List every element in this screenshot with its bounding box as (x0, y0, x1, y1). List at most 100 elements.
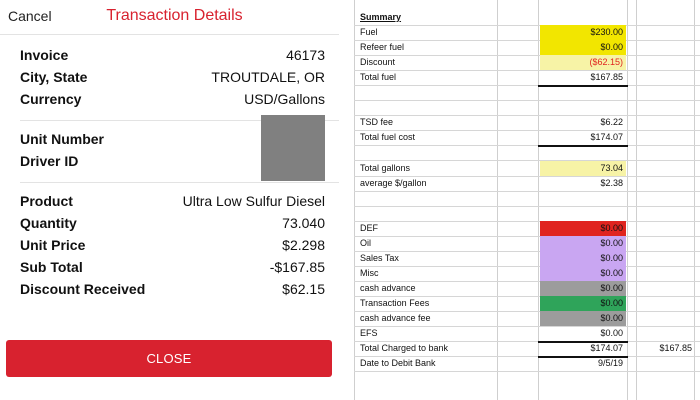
grid-line (354, 0, 355, 400)
invoice-label: Invoice (20, 47, 69, 63)
sub-total-label: Sub Total (20, 259, 83, 275)
grid-line (694, 0, 695, 400)
sheet-label: Total Charged to bank (360, 343, 449, 353)
sheet-label: average $/gallon (360, 178, 427, 188)
row-line (354, 145, 700, 146)
driver-id-label: Driver ID (20, 153, 79, 169)
row-line (354, 281, 700, 282)
close-button[interactable]: CLOSE (6, 340, 332, 377)
currency-label: Currency (20, 91, 82, 107)
quantity-label: Quantity (20, 215, 77, 231)
sheet-label: cash advance fee (360, 313, 431, 323)
unit-price-row: Unit Price $2.298 (0, 237, 339, 257)
invoice-value: 46173 (286, 47, 325, 63)
total-underline (538, 356, 628, 358)
sheet-value: $174.07 (590, 132, 623, 142)
city-state-label: City, State (20, 69, 88, 85)
quantity-row: Quantity 73.040 (0, 215, 339, 235)
sheet-value: $167.85 (590, 72, 623, 82)
total-underline (538, 145, 628, 147)
product-value: Ultra Low Sulfur Diesel (182, 193, 325, 209)
product-label: Product (20, 193, 73, 209)
invoice-row: Invoice 46173 (0, 47, 339, 67)
transaction-details-panel: Cancel Transaction Details Invoice 46173… (0, 0, 339, 400)
row-line (354, 115, 700, 116)
grid-line (636, 0, 637, 400)
sheet-value: $0.00 (540, 40, 626, 55)
currency-row: Currency USD/Gallons (0, 91, 339, 111)
sheet-value: $0.00 (540, 281, 626, 296)
discount-label: Discount Received (20, 281, 146, 297)
sheet-label: Sales Tax (360, 253, 399, 263)
row-line (354, 266, 700, 267)
sheet-value: $0.00 (540, 296, 626, 311)
sheet-value: ($62.15) (540, 55, 626, 70)
row-line (354, 70, 700, 71)
row-line (354, 341, 700, 342)
row-line (354, 160, 700, 161)
city-state-row: City, State TROUTDALE, OR (0, 69, 339, 89)
sheet-label: cash advance (360, 283, 416, 293)
cancel-button[interactable]: Cancel (8, 8, 52, 24)
section-divider (20, 182, 339, 183)
sheet-label: Discount (360, 57, 396, 67)
row-line (354, 296, 700, 297)
sheet-value: $230.00 (540, 25, 626, 40)
unit-number-label: Unit Number (20, 131, 104, 147)
sheet-label (360, 206, 496, 221)
sheet-label: Misc (360, 268, 379, 278)
sheet-label (360, 191, 496, 206)
driver-id-row: Driver ID (0, 153, 339, 173)
sheet-label (360, 85, 496, 100)
sheet-value: $2.38 (600, 178, 623, 188)
row-line (354, 221, 700, 222)
sheet-label (360, 145, 496, 160)
sheet-value (540, 10, 626, 25)
sheet-value (540, 145, 626, 160)
redacted-block (261, 115, 325, 181)
sheet-label: Fuel (360, 27, 378, 37)
section-divider (20, 120, 339, 121)
row-line (354, 356, 700, 357)
sheet-label (360, 100, 496, 115)
sheet-label: Refeer fuel (360, 42, 405, 52)
header-divider (0, 34, 339, 35)
sheet-value: $6.22 (600, 117, 623, 127)
sheet-value: $0.00 (540, 266, 626, 281)
unit-number-row: Unit Number (0, 131, 339, 151)
sheet-label: Total fuel cost (360, 132, 416, 142)
row-line (354, 326, 700, 327)
row-line (354, 191, 700, 192)
discount-row: Discount Received $62.15 (0, 281, 339, 301)
spreadsheet: Summary Fuel $230.00 Refeer fuel $0.00 Discou… (354, 0, 700, 400)
sheet-label: EFS (360, 328, 378, 338)
sheet-value: 9/5/19 (597, 358, 623, 368)
sub-total-value: -$167.85 (269, 259, 325, 275)
unit-price-label: Unit Price (20, 237, 86, 253)
sheet-value (540, 206, 626, 221)
sheet-value: $174.07 (590, 343, 623, 353)
currency-value: USD/Gallons (244, 91, 325, 107)
city-state-value: TROUTDALE, OR (211, 69, 325, 85)
row-line (354, 130, 700, 131)
grid-line (497, 0, 498, 400)
quantity-value: 73.040 (282, 215, 325, 231)
row-line (354, 176, 700, 177)
sub-total-row: Sub Total -$167.85 (0, 259, 339, 279)
grid-line (538, 0, 539, 400)
sheet-value (540, 100, 626, 115)
top-bar: Cancel Transaction Details (0, 0, 339, 34)
sheet-value: $0.00 (540, 236, 626, 251)
sheet-value: $0.00 (540, 251, 626, 266)
sheet-value: 73.04 (540, 161, 626, 176)
grid-line (627, 0, 628, 400)
row-line (354, 206, 700, 207)
row-line (354, 100, 700, 101)
sheet-value: $0.00 (600, 328, 623, 338)
sheet-value: $0.00 (540, 311, 626, 326)
sheet-value-secondary: $167.85 (659, 343, 692, 353)
sheet-value: $0.00 (540, 221, 626, 236)
row-line (354, 251, 700, 252)
sheet-label: Transaction Fees (360, 298, 430, 308)
row-line (354, 236, 700, 237)
